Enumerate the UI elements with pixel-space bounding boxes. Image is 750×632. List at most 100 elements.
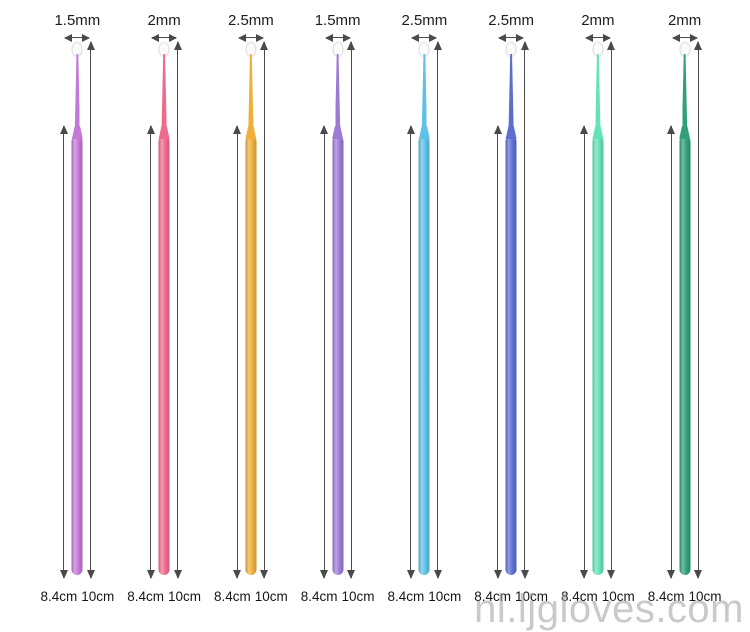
total-length-arrow-icon (520, 41, 529, 579)
brush-stage (34, 41, 121, 581)
brush-stage (294, 41, 381, 581)
tip-size-label: 2mm (581, 12, 615, 29)
brush-shoulder (679, 126, 691, 139)
length-label: 8.4cm 10cm (212, 589, 290, 604)
brush-neck (421, 54, 427, 126)
handle-length-arrow-icon (233, 125, 242, 579)
brush-neck (508, 54, 514, 126)
total-length-arrow-icon (433, 41, 442, 579)
tip-size-label: 2.5mm (488, 12, 535, 29)
micro-applicator-brush (71, 43, 83, 575)
length-label: 8.4cm 10cm (385, 589, 463, 604)
tip-width-arrow-icon (237, 33, 264, 42)
handle-length-value: 8.4cm (40, 589, 78, 604)
brush-tip (593, 43, 603, 56)
tip-width-arrow-icon (584, 33, 611, 42)
brush-shoulder (71, 126, 83, 139)
brush-handle (679, 139, 691, 575)
handle-length-arrow-icon (667, 125, 676, 579)
brush-tip (506, 43, 516, 56)
brush-tip (246, 43, 256, 56)
brush-neck (74, 54, 80, 126)
brush-handle (158, 139, 170, 575)
brush-shoulder (245, 126, 257, 139)
brush-handle (592, 139, 604, 575)
brush-handle (505, 139, 517, 575)
brush-column: 2mm 8.4cm 10cm (641, 10, 728, 632)
brush-stage (555, 41, 642, 581)
total-length-arrow-icon (260, 41, 269, 579)
handle-length-value: 8.4cm (127, 589, 164, 604)
brush-tip (333, 43, 343, 56)
brush-stage (121, 41, 208, 581)
handle-length-arrow-icon (59, 125, 68, 579)
micro-applicator-brush (332, 43, 344, 575)
tip-width-arrow-icon (151, 33, 178, 42)
handle-length-value: 8.4cm (560, 589, 598, 604)
tip-size-label: 1.5mm (54, 12, 101, 29)
brush-column: 2.5mm 8.4cm 10cm (381, 10, 468, 632)
micro-applicator-brush (418, 43, 430, 575)
micro-applicator-brush (679, 43, 691, 575)
tip-size-label: 2.5mm (227, 12, 274, 29)
total-length-value: 10cm (81, 589, 115, 604)
brush-column: 2.5mm 8.4cm 10cm (468, 10, 555, 632)
brush-neck (161, 54, 167, 126)
brush-stage (208, 41, 295, 581)
micro-applicator-brush (505, 43, 517, 575)
brush-column: 2mm 8.4cm 10cm (555, 10, 642, 632)
brush-tip (72, 43, 82, 56)
brush-column: 1.5mm 8.4cm 10cm (34, 10, 121, 632)
total-length-arrow-icon (347, 41, 356, 579)
brush-handle (245, 139, 257, 575)
tip-size-label: 1.5mm (314, 12, 361, 29)
brush-column: 2mm 8.4cm 10cm (121, 10, 208, 632)
handle-length-value: 8.4cm (213, 589, 251, 604)
micro-applicator-brush (592, 43, 604, 575)
handle-length-arrow-icon (146, 125, 155, 579)
brush-shoulder (418, 126, 430, 139)
handle-length-value: 8.4cm (387, 589, 425, 604)
total-length-value: 10cm (688, 589, 722, 604)
total-length-value: 10cm (168, 589, 202, 604)
tip-width-arrow-icon (64, 33, 91, 42)
brush-shoulder (592, 126, 604, 139)
tip-width-arrow-icon (671, 33, 698, 42)
micro-applicator-brush (245, 43, 257, 575)
length-label: 8.4cm 10cm (38, 589, 116, 604)
handle-length-arrow-icon (580, 125, 589, 579)
total-length-value: 10cm (515, 589, 549, 604)
length-label: 8.4cm 10cm (646, 589, 724, 604)
brush-shoulder (505, 126, 517, 139)
total-length-value: 10cm (254, 589, 288, 604)
handle-length-value: 8.4cm (647, 589, 685, 604)
brush-stage (641, 41, 728, 581)
tip-size-label: 2.5mm (401, 12, 448, 29)
brush-tip (419, 43, 429, 56)
tip-size-label: 2mm (667, 12, 702, 29)
length-label: 8.4cm 10cm (559, 589, 637, 604)
brush-neck (248, 54, 254, 126)
brush-column: 1.5mm 8.4cm 10cm (294, 10, 381, 632)
total-length-arrow-icon (173, 41, 182, 579)
brush-stage (381, 41, 468, 581)
brush-handle (332, 139, 344, 575)
tip-width-arrow-icon (411, 33, 438, 42)
brush-tip (159, 43, 169, 56)
total-length-value: 10cm (341, 589, 375, 604)
handle-length-arrow-icon (320, 125, 329, 579)
brush-shoulder (158, 126, 170, 139)
total-length-value: 10cm (428, 589, 462, 604)
length-label: 8.4cm 10cm (125, 589, 203, 604)
micro-applicator-brush (158, 43, 170, 575)
total-length-arrow-icon (86, 41, 95, 579)
handle-length-value: 8.4cm (300, 589, 338, 604)
length-label: 8.4cm 10cm (472, 589, 550, 604)
tip-width-arrow-icon (324, 33, 351, 42)
handle-length-arrow-icon (493, 125, 502, 579)
tip-width-arrow-icon (498, 33, 525, 42)
length-label: 8.4cm 10cm (299, 589, 377, 604)
total-length-arrow-icon (694, 41, 703, 579)
total-length-arrow-icon (607, 41, 616, 579)
